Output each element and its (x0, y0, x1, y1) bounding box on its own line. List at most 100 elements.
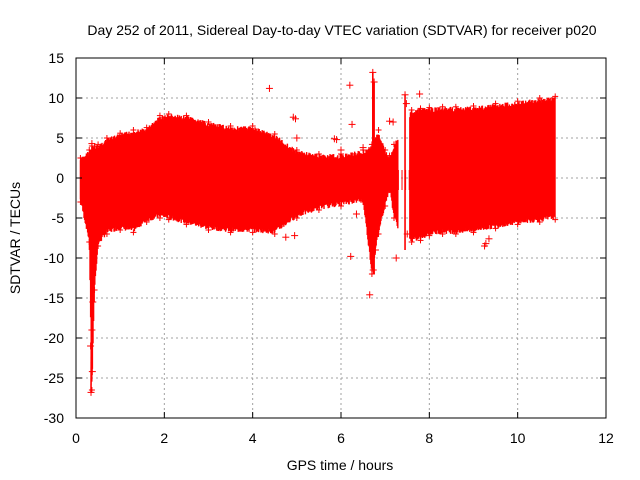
y-tick-label: 5 (56, 130, 64, 146)
outlier-point (416, 90, 424, 98)
data-point-marker (514, 98, 521, 105)
data-point-marker (86, 147, 93, 153)
data-point-marker (338, 203, 344, 209)
data-point-marker (293, 147, 300, 153)
data-point-marker (143, 124, 150, 131)
outlier-point (89, 298, 97, 306)
outlier-point (389, 118, 397, 126)
data-point-marker (386, 152, 393, 159)
data-point-marker (77, 199, 84, 205)
data-point-marker (271, 131, 278, 137)
data-point-marker (249, 123, 256, 129)
data-point-marker (492, 100, 499, 107)
data-point-marker (95, 243, 102, 249)
data-point-marker (391, 215, 397, 221)
data-point-marker (227, 229, 234, 236)
data-point-marker (426, 104, 433, 111)
outlier-point (392, 254, 400, 262)
y-tick-label: 0 (56, 170, 64, 186)
data-point-marker (470, 103, 477, 109)
data-point-marker (514, 221, 521, 228)
data-point-marker (103, 135, 110, 141)
outlier-point (265, 84, 273, 92)
data-point-marker (408, 239, 415, 245)
data-point-marker (391, 141, 397, 148)
data-point-marker (165, 216, 172, 223)
data-point-marker (165, 111, 172, 117)
outlier-point (352, 210, 360, 218)
x-tick-label: 0 (72, 430, 80, 446)
x-tick-label: 4 (249, 430, 257, 446)
data-point-marker (156, 215, 163, 221)
data-point-marker (408, 107, 415, 113)
y-tick-label: -30 (44, 410, 64, 426)
y-tick-label: 15 (48, 50, 64, 66)
outlier-point (485, 235, 493, 243)
data-point-marker (386, 187, 393, 193)
data-point-marker (439, 103, 446, 110)
data-point-marker (452, 231, 459, 237)
chart-title: Day 252 of 2011, Sidereal Day-to-day VTE… (87, 22, 596, 38)
y-tick-label: -20 (44, 330, 64, 346)
tick-layer (75, 57, 607, 419)
data-point-marker (470, 229, 477, 236)
data-spike (90, 241, 93, 393)
outlier-point (482, 240, 490, 248)
x-tick-label: 8 (425, 430, 433, 446)
data-point-marker (375, 127, 382, 133)
data-point-marker (375, 231, 382, 237)
outlier-point (337, 146, 345, 154)
data-point-marker (536, 95, 543, 101)
data-point-marker (77, 155, 84, 161)
outlier-point (347, 252, 355, 260)
data-point-marker (417, 105, 424, 112)
data-point-marker (271, 231, 278, 237)
data-point-marker (552, 216, 559, 223)
x-tick-label: 6 (337, 430, 345, 446)
data-point-marker (227, 123, 234, 129)
data-point-marker (117, 227, 124, 233)
y-tick-label: 10 (48, 90, 64, 106)
data-point-marker (143, 219, 150, 225)
data-point-marker (552, 93, 559, 100)
outlier-point (346, 81, 354, 89)
y-tick-label: -5 (52, 210, 65, 226)
data-point-marker (103, 231, 110, 237)
data-point-marker (360, 199, 367, 205)
data-point-marker (315, 151, 322, 157)
outlier-point (292, 115, 300, 123)
data-point-marker (439, 231, 446, 237)
data-point-marker (382, 203, 389, 209)
y-tick-label: -10 (44, 250, 64, 266)
data-point-marker (117, 130, 124, 137)
outlier-point (88, 368, 96, 376)
data-point-marker (417, 237, 424, 244)
data-point-marker (95, 141, 102, 148)
data-point-marker (205, 119, 212, 125)
data-point-marker (315, 207, 322, 213)
outlier-point (333, 136, 341, 144)
data-point-marker (452, 103, 459, 110)
y-axis-label: SDTVAR / TECUs (7, 182, 23, 294)
data-point-marker (492, 225, 499, 232)
x-tick-label: 12 (598, 430, 614, 446)
tick-label-layer: 0 2 4 6 8 10 12 -30 -25 -20 -15 -10 -5 0 5 10 15 (44, 50, 614, 446)
data-point-marker (293, 215, 300, 221)
data-point-marker (382, 147, 389, 153)
outlier-point (359, 144, 367, 152)
outlier-point (409, 234, 417, 242)
x-axis-label: GPS time / hours (287, 457, 394, 473)
y-tick-label: -15 (44, 290, 64, 306)
outlier-point (402, 100, 410, 108)
outlier-point (348, 120, 356, 128)
data-point-marker (426, 232, 433, 239)
x-tick-label: 2 (160, 430, 168, 446)
outlier-point (88, 140, 96, 148)
data-point-marker (536, 219, 543, 225)
data-layer (77, 68, 559, 396)
y-tick-label: -25 (44, 370, 64, 386)
outlier-point (291, 232, 299, 240)
outlier-point (282, 233, 290, 241)
